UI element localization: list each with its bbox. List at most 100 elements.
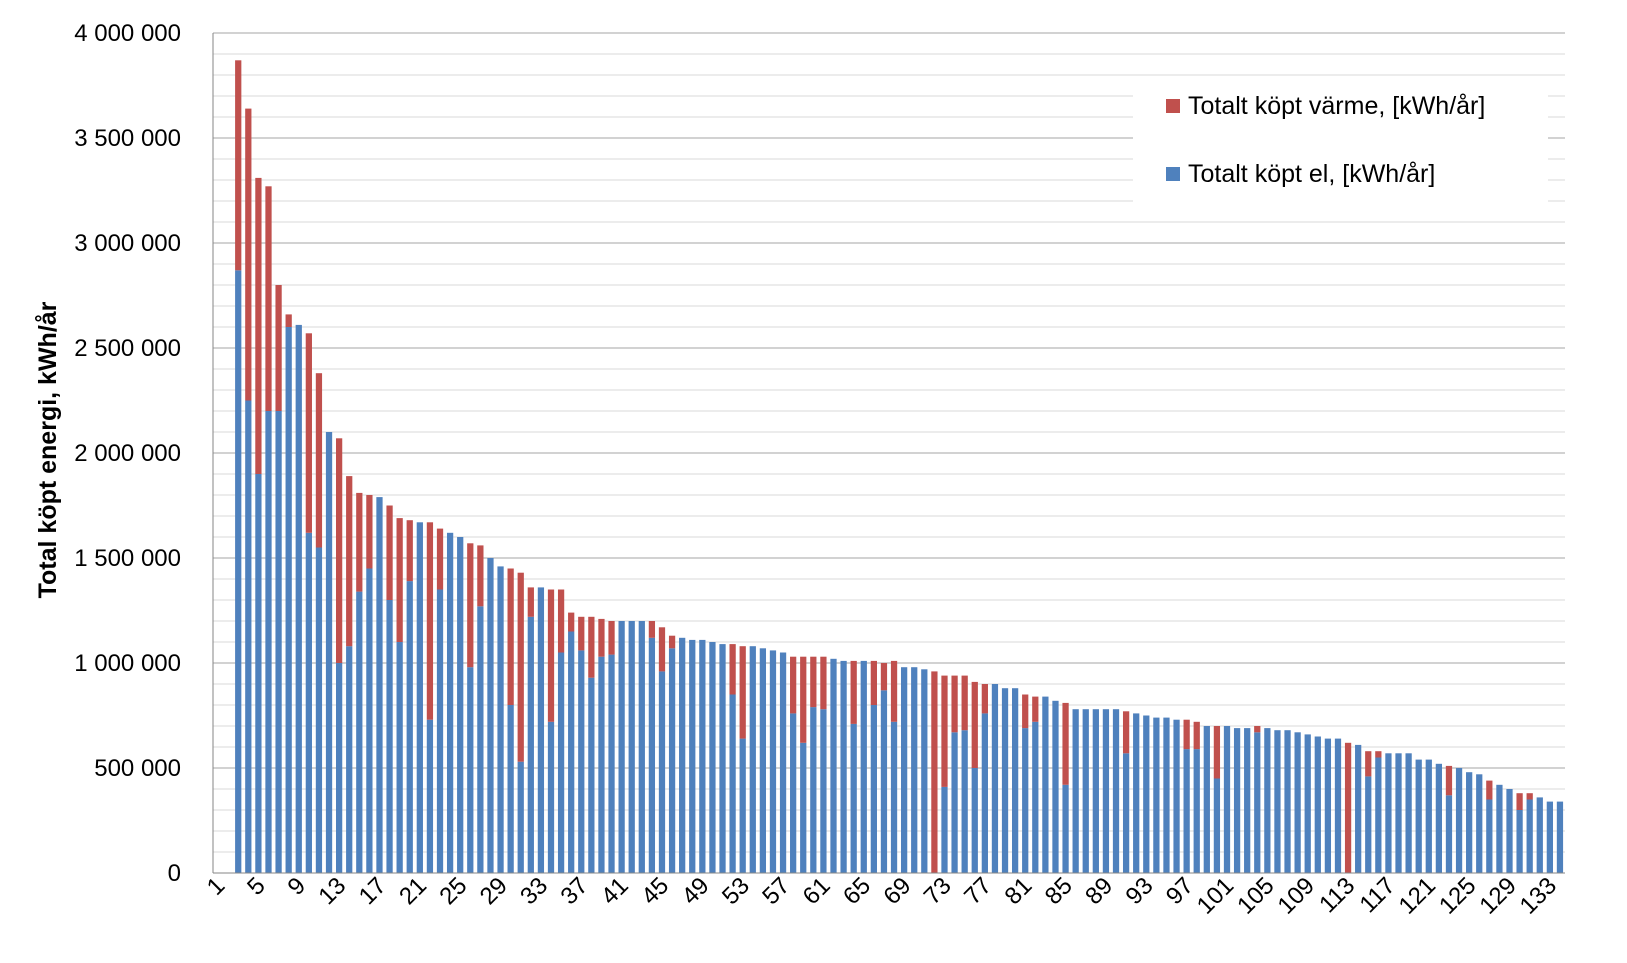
x-tick-label: 13: [313, 872, 351, 910]
bar-el: [285, 327, 292, 873]
bar-el: [1365, 776, 1372, 873]
bar-el: [1102, 709, 1110, 873]
bar-el: [1183, 749, 1190, 873]
bar-el: [790, 713, 797, 873]
bar-el: [1072, 709, 1079, 873]
bar-varme: [608, 621, 615, 655]
y-tick-label: 3 500 000: [74, 125, 181, 152]
bar-el: [1042, 696, 1049, 873]
x-tick-label: 133: [1515, 872, 1562, 919]
bar-varme: [1193, 721, 1200, 750]
bar-el: [769, 650, 777, 873]
bar-el: [356, 591, 363, 873]
bar-varme: [951, 675, 958, 733]
bar-varme: [739, 646, 746, 739]
bar-el: [436, 589, 444, 873]
x-tick-label: 129: [1474, 872, 1521, 919]
bar-el: [235, 270, 242, 873]
bar-el: [1001, 688, 1009, 873]
bar-el: [880, 690, 888, 873]
y-tick-label: 1 500 000: [74, 545, 181, 572]
bar-el: [1314, 736, 1321, 873]
bar-el: [527, 616, 534, 873]
x-tick-label: 41: [596, 872, 634, 910]
bar-el: [1355, 744, 1362, 873]
bar-varme: [941, 675, 948, 787]
bar-varme: [436, 528, 444, 590]
y-tick-label: 4 000 000: [74, 20, 181, 47]
bar-el: [497, 566, 504, 873]
bar-el: [1163, 717, 1170, 873]
bar-el: [578, 650, 585, 873]
bar-el: [1193, 749, 1200, 873]
bar-el: [305, 532, 312, 873]
x-tick-label: 113: [1314, 872, 1360, 918]
bar-el: [1445, 795, 1453, 873]
y-axis-label: Total köpt energi, kWh/år: [34, 301, 62, 598]
bar-el: [779, 652, 787, 873]
bar-el: [1203, 726, 1210, 873]
bar-el: [376, 497, 383, 873]
x-tick-label: 117: [1355, 872, 1401, 918]
bar-varme: [568, 612, 575, 632]
bar-el: [1486, 799, 1493, 873]
legend-swatch-varme: [1166, 99, 1180, 113]
bar-el: [1466, 772, 1473, 873]
y-tick-label: 2 000 000: [74, 440, 181, 467]
bar-el: [1173, 719, 1180, 873]
bar-el: [739, 738, 746, 873]
x-tick-label: 1: [202, 872, 231, 901]
bar-varme: [961, 675, 968, 731]
x-tick-label: 9: [282, 872, 311, 901]
bar-el: [1284, 730, 1291, 873]
y-tick-label: 0: [168, 860, 181, 887]
bar-varme: [1122, 711, 1130, 754]
x-tick-labels: 1 5 9 13 17 21 25 29 33 37 41 45 49 53 57 61 65 69 73 77 81 8…: [202, 872, 1562, 919]
bar-varme: [346, 476, 353, 647]
bar-el: [1213, 778, 1221, 873]
bar-el: [1324, 738, 1332, 873]
bar-el: [1092, 709, 1099, 873]
y-tick-labels: 0 500 000 1 000 000 1 500 000 2 000 000 2 500…: [74, 20, 181, 887]
bar-el: [890, 721, 898, 873]
y-tick-label: 2 500 000: [74, 335, 181, 362]
x-tick-label: 37: [556, 872, 594, 910]
bar-el: [729, 694, 736, 873]
bar-varme: [981, 684, 988, 714]
bar-varme: [426, 522, 434, 720]
x-tick-label: 17: [354, 872, 392, 910]
x-tick-label: 109: [1273, 872, 1320, 919]
bar-varme: [406, 520, 413, 582]
bar-el: [416, 522, 423, 873]
bar-varme: [729, 644, 736, 695]
bar-el: [467, 667, 474, 873]
x-tick-label: 77: [959, 872, 997, 910]
y-tick-label: 500 000: [94, 755, 181, 782]
bar-el: [547, 721, 555, 873]
bar-el: [1233, 728, 1241, 873]
bar-el: [477, 606, 484, 873]
bar-varme: [870, 660, 877, 705]
x-tick-label: 89: [1080, 872, 1118, 910]
bar-varme: [1213, 726, 1221, 779]
bar-el: [255, 474, 262, 873]
bar-el: [679, 637, 686, 873]
bar-el: [507, 705, 514, 873]
bar-el: [406, 581, 413, 873]
bar-el: [568, 631, 575, 873]
bar-el: [1264, 728, 1271, 873]
bar-el: [426, 719, 434, 873]
bar-el: [709, 642, 716, 873]
bar-el: [366, 568, 373, 873]
bar-varme: [790, 656, 797, 714]
y-tick-label: 3 000 000: [74, 230, 181, 257]
bar-varme: [1516, 793, 1523, 810]
bar-varme: [547, 589, 555, 722]
bar-el: [1556, 801, 1564, 873]
bar-el: [1506, 789, 1513, 873]
x-tick-label: 45: [636, 872, 674, 910]
bar-el: [1455, 768, 1463, 873]
bar-el: [608, 654, 615, 873]
bar-varme: [1183, 719, 1190, 750]
